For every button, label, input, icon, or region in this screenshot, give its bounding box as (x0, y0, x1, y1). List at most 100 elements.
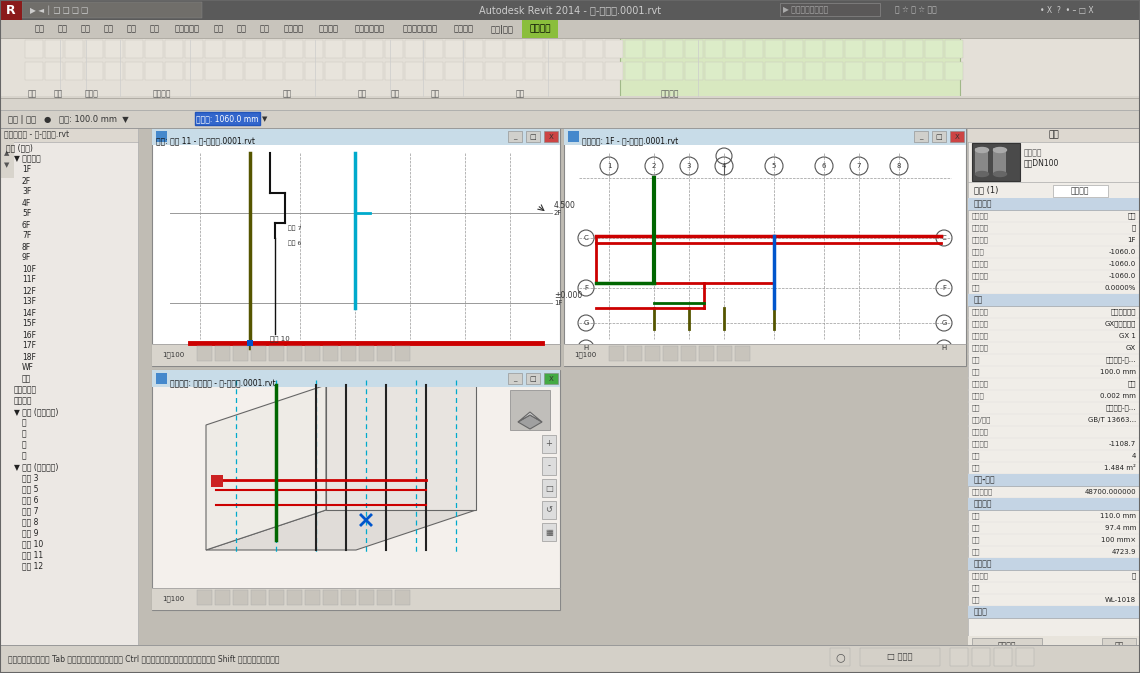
Text: 属性帮助: 属性帮助 (998, 641, 1016, 651)
Bar (950, 131, 964, 142)
Text: -: - (547, 462, 551, 470)
Bar (125, 40, 142, 58)
Bar (645, 62, 663, 80)
Text: 系统名称: 系统名称 (972, 332, 990, 339)
Text: 东: 东 (22, 419, 26, 427)
Text: 选择: 选择 (27, 90, 36, 98)
Bar (564, 128, 966, 145)
Text: 8: 8 (897, 163, 902, 169)
Text: 天花板平面: 天花板平面 (14, 386, 38, 394)
Bar (605, 40, 622, 58)
Text: 三维视图: 三维视图 (14, 396, 33, 406)
Ellipse shape (976, 172, 988, 176)
Bar (0, 96, 1140, 110)
Bar (665, 40, 683, 58)
Polygon shape (518, 412, 542, 422)
Text: 48700.000000: 48700.000000 (1084, 489, 1135, 495)
Text: F: F (942, 285, 946, 291)
Bar (325, 40, 343, 58)
Bar (156, 131, 166, 142)
Text: 分析: 分析 (150, 24, 160, 34)
Text: 外径: 外径 (972, 513, 980, 520)
Bar (845, 40, 863, 58)
Text: □: □ (545, 483, 553, 493)
Bar (565, 40, 583, 58)
Bar (247, 340, 253, 346)
Text: 副面: 副面 (972, 453, 980, 459)
Bar (1016, 648, 1034, 666)
Bar (425, 40, 443, 58)
Text: ▦: ▦ (545, 528, 553, 536)
Text: GX湿区消火栓: GX湿区消火栓 (1105, 321, 1135, 327)
Text: 3F: 3F (22, 188, 31, 197)
Bar (25, 40, 43, 58)
Bar (359, 346, 374, 361)
Text: GX: GX (1126, 345, 1135, 351)
Bar (1053, 185, 1108, 197)
Bar (845, 62, 863, 80)
Text: GB/T 13663...: GB/T 13663... (1088, 417, 1135, 423)
Text: -1060.0: -1060.0 (1109, 273, 1135, 279)
Bar (780, 3, 880, 16)
Text: 管理: 管理 (260, 24, 270, 34)
Text: 16F: 16F (22, 330, 36, 339)
Bar (545, 62, 563, 80)
Bar (972, 638, 1042, 654)
Bar (0, 128, 14, 178)
Text: -1060.0: -1060.0 (1109, 261, 1135, 267)
Bar (0, 38, 1140, 106)
Bar (785, 40, 803, 58)
Text: G: G (942, 320, 946, 326)
Text: 剪断 6: 剪断 6 (288, 240, 301, 246)
Bar (585, 62, 603, 80)
Bar (251, 590, 266, 605)
Bar (215, 346, 230, 361)
Bar (1102, 638, 1135, 654)
Bar (625, 40, 643, 58)
Bar (972, 648, 990, 666)
Text: 1F: 1F (554, 300, 562, 306)
Bar (306, 40, 323, 58)
Bar (914, 131, 928, 142)
Bar (542, 479, 556, 497)
Bar (445, 62, 463, 80)
Text: 镀锤钉管-丝...: 镀锤钉管-丝... (1106, 404, 1135, 411)
Text: 粗糙度: 粗糙度 (972, 392, 985, 399)
Bar (805, 62, 823, 80)
Text: _: _ (919, 134, 922, 140)
Bar (0, 128, 138, 645)
Bar (0, 645, 1140, 673)
Text: ▼ 剖面 (建筑剖面): ▼ 剖面 (建筑剖面) (14, 462, 58, 472)
Bar (945, 62, 963, 80)
Bar (968, 636, 1140, 658)
Text: 体量和场地: 体量和场地 (174, 24, 199, 34)
Bar (205, 62, 223, 80)
Bar (251, 346, 266, 361)
Text: 直径: 直径 (972, 369, 980, 376)
Bar (933, 131, 946, 142)
Bar (568, 131, 579, 142)
Text: 修改 | 管道   ●   直径: 100.0 mm  ▼: 修改 | 管道 ● 直径: 100.0 mm ▼ (8, 114, 129, 124)
Text: 插入: 插入 (104, 24, 114, 34)
Bar (685, 62, 703, 80)
Bar (968, 606, 1140, 619)
Bar (993, 148, 1005, 174)
Text: 项目浏览器 - 水-消洗具.rvt: 项目浏览器 - 水-消洗具.rvt (5, 131, 70, 139)
Text: 系统缩写: 系统缩写 (972, 345, 990, 351)
Bar (264, 40, 283, 58)
Bar (197, 346, 212, 361)
Bar (145, 62, 163, 80)
Bar (484, 62, 503, 80)
Bar (645, 346, 660, 361)
Bar (152, 370, 560, 387)
Bar (542, 435, 556, 453)
Text: 尺寸标注: 尺寸标注 (974, 499, 993, 509)
Bar (968, 294, 1140, 307)
Text: 编辑类型: 编辑类型 (1070, 186, 1089, 195)
Text: 反转位置: 反转位置 (972, 441, 990, 448)
Text: ⌕ ☆ ⛔ ☆ 登录: ⌕ ☆ ⛔ ☆ 登录 (895, 5, 937, 15)
Text: 管段描述: 管段描述 (972, 429, 990, 435)
Text: ▶ ◄ │ ❑ ❑ ❑ ❑: ▶ ◄ │ ❑ ❑ ❑ ❑ (30, 5, 88, 15)
Text: 4: 4 (722, 163, 726, 169)
Text: 北: 北 (22, 429, 26, 439)
